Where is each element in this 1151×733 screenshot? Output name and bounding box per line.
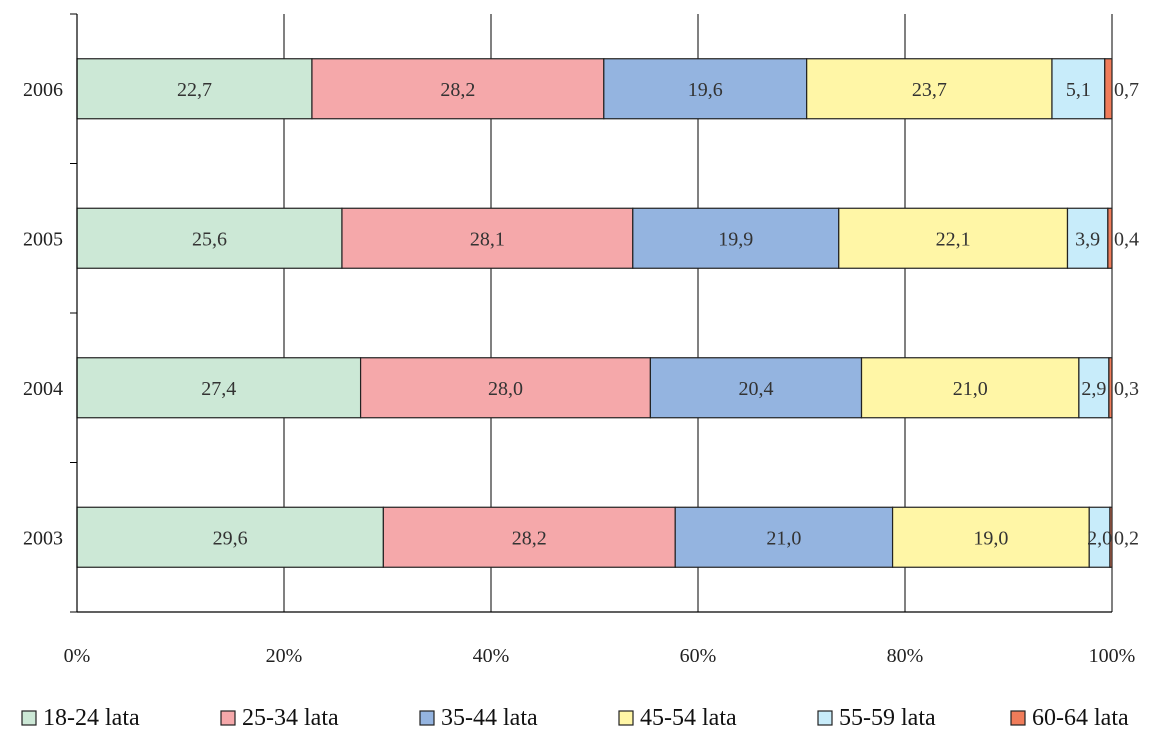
- y-tick-label: 2006: [23, 79, 63, 101]
- data-label: 0,7: [1114, 79, 1139, 101]
- data-label: 2,9: [1081, 378, 1106, 400]
- x-tick-label: 40%: [473, 645, 510, 667]
- legend-swatch: [21, 710, 37, 726]
- data-label: 22,7: [177, 79, 212, 101]
- x-tick-label: 20%: [266, 645, 303, 667]
- bar-segment: [838, 207, 1069, 269]
- legend-swatch: [220, 710, 236, 726]
- legend-swatch: [618, 710, 634, 726]
- bar-segment: [649, 357, 863, 419]
- data-label: 25,6: [192, 228, 227, 250]
- legend-item: 35-44 lata: [419, 705, 538, 731]
- data-label: 5,1: [1066, 79, 1091, 101]
- data-label: 0,2: [1114, 527, 1139, 549]
- y-tick-label: 2004: [23, 378, 63, 400]
- bar-segment: [806, 58, 1053, 120]
- data-label: 20,4: [738, 378, 773, 400]
- bar-segment: [76, 357, 362, 419]
- legend: 18-24 lata 25-34 lata 35-44 lata 45-54 lata…: [21, 705, 1129, 731]
- bar-segment: [359, 357, 651, 419]
- data-label: 21,0: [766, 527, 801, 549]
- legend-item: 60-64 lata: [1010, 705, 1129, 731]
- y-tick-label: 2003: [23, 527, 63, 549]
- data-label: 21,0: [953, 378, 988, 400]
- bar-segment: [382, 506, 676, 568]
- bar-segment: [76, 58, 313, 120]
- legend-item: 45-54 lata: [618, 705, 737, 731]
- x-tick-label: 0%: [64, 645, 91, 667]
- bars: [76, 58, 1113, 568]
- legend-swatch: [817, 710, 833, 726]
- legend-label: 60-64 lata: [1032, 705, 1129, 731]
- legend-item: 55-59 lata: [817, 705, 936, 731]
- legend-item: 18-24 lata: [21, 705, 140, 731]
- bar-segment: [1104, 58, 1113, 120]
- bar-segment: [1107, 207, 1113, 269]
- data-label: 27,4: [201, 378, 236, 400]
- bar-segment: [76, 207, 343, 269]
- legend-label: 25-34 lata: [242, 705, 339, 731]
- data-label: 28,2: [512, 527, 547, 549]
- bar-segment: [674, 506, 894, 568]
- bar-segment: [1109, 506, 1113, 568]
- x-tick-label: 100%: [1089, 645, 1136, 667]
- bar-segment: [1066, 207, 1109, 269]
- data-label: 29,6: [213, 527, 248, 549]
- data-label: 19,6: [688, 79, 723, 101]
- legend-item: 25-34 lata: [220, 705, 339, 731]
- bar-segment: [1108, 357, 1113, 419]
- bar-segment: [341, 207, 634, 269]
- data-label: 23,7: [912, 79, 947, 101]
- data-label: 28,2: [440, 79, 475, 101]
- legend-label: 18-24 lata: [43, 705, 140, 731]
- x-tick-label: 80%: [887, 645, 924, 667]
- bar-segment: [1051, 58, 1106, 120]
- legend-label: 45-54 lata: [640, 705, 737, 731]
- data-label: 28,1: [470, 228, 505, 250]
- labels: 22,7 28,2 19,6 23,7 5,1 0,7 25,6 28,1 19,9 22,1 3,…: [177, 79, 1139, 550]
- bar-segment: [632, 207, 840, 269]
- data-label: 19,9: [718, 228, 753, 250]
- legend-label: 35-44 lata: [441, 705, 538, 731]
- legend-label: 55-59 lata: [839, 705, 936, 731]
- data-label: 3,9: [1075, 228, 1100, 250]
- x-tick-label: 60%: [680, 645, 717, 667]
- data-label: 19,0: [973, 527, 1008, 549]
- data-label: 2,0: [1087, 527, 1112, 549]
- legend-swatch: [419, 710, 435, 726]
- data-label: 28,0: [488, 378, 523, 400]
- y-tick-label: 2005: [23, 228, 63, 250]
- axes: 0% 20% 40% 60% 80% 100% 2006 2005 2004 2003: [23, 13, 1136, 667]
- data-label: 22,1: [936, 228, 971, 250]
- bar-segment: [860, 357, 1080, 419]
- data-label: 0,4: [1114, 228, 1139, 250]
- legend-swatch: [1010, 710, 1026, 726]
- data-label: 0,3: [1114, 378, 1139, 400]
